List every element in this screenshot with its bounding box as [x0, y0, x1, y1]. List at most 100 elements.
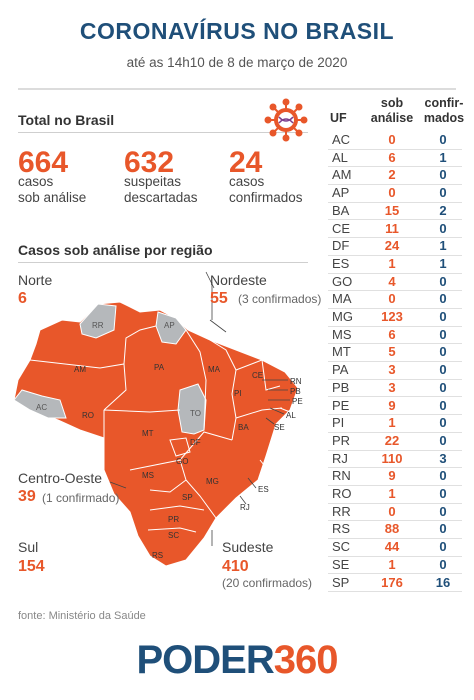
- state-code: RR: [332, 503, 351, 519]
- state-code: RO: [332, 486, 352, 501]
- table-row: ES 1 1: [328, 255, 462, 274]
- analysis-count: 6: [388, 149, 396, 165]
- region-sudeste-name: Sudeste: [222, 539, 274, 555]
- confirmed-count: 0: [439, 432, 447, 448]
- state-code: AM: [332, 167, 352, 183]
- map-label-ma: MA: [208, 365, 221, 374]
- stat-discarded-label1: suspeitas: [124, 174, 182, 189]
- state-code: MS: [332, 326, 352, 342]
- analysis-count: 1: [388, 556, 396, 572]
- analysis-count: 4: [388, 273, 396, 289]
- analysis-count: 9: [388, 468, 396, 484]
- confirmed-count: 0: [439, 326, 447, 342]
- analysis-count: 0: [388, 291, 396, 307]
- table-row: RN 9 0: [328, 467, 462, 486]
- confirmed-count: 0: [439, 379, 447, 395]
- state-code: PB: [332, 379, 350, 395]
- state-code: MA: [332, 291, 352, 307]
- confirmed-count: 0: [439, 362, 447, 378]
- table-row: MS 6 0: [328, 326, 462, 345]
- table-row: RO 1 0: [328, 485, 462, 504]
- confirmed-count: 3: [439, 450, 447, 466]
- region-centro-oeste-note: (1 confirmado): [42, 491, 120, 505]
- analysis-count: 22: [384, 432, 400, 448]
- confirmed-count: 0: [439, 556, 447, 572]
- table-row: RJ 110 3: [328, 450, 462, 469]
- state-code: BA: [332, 202, 350, 218]
- table-row: AL 6 1: [328, 149, 462, 168]
- confirmed-count: 1: [439, 238, 447, 254]
- table-row: MG 123 0: [328, 308, 462, 327]
- map-label-ms: MS: [142, 471, 154, 480]
- state-code: PR: [332, 432, 351, 448]
- stat-analysis-label1: casos: [18, 174, 54, 189]
- brazil-map: RR AP AM PA MA CE RN PB PE AL SE PI AC R…: [13, 271, 303, 567]
- analysis-count: 1: [388, 255, 396, 271]
- confirmed-count: 0: [439, 415, 447, 431]
- confirmed-count: 0: [439, 185, 447, 201]
- table-row: GO 4 0: [328, 273, 462, 292]
- stat-confirmed-label1: casos: [229, 174, 265, 189]
- state-code: MT: [332, 344, 351, 360]
- table-row: MA 0 0: [328, 290, 462, 309]
- top-divider: [18, 88, 456, 90]
- map-label-rs: RS: [152, 551, 163, 560]
- region-norte-name: Norte: [18, 272, 53, 288]
- confirmed-count: 0: [439, 273, 447, 289]
- stat-confirmed-label2: confirmados: [229, 190, 303, 205]
- table-row: SE 1 0: [328, 556, 462, 575]
- table-row: RR 0 0: [328, 503, 462, 522]
- confirmed-count: 2: [439, 202, 447, 218]
- region-nordeste-value: 55: [210, 290, 228, 307]
- table-row: AC 0 0: [328, 131, 462, 150]
- totals-title: Total no Brasil: [18, 112, 115, 128]
- map-label-pi: PI: [234, 389, 242, 398]
- map-label-pb: PB: [290, 387, 301, 396]
- analysis-count: 9: [388, 397, 396, 413]
- table-row: AM 2 0: [328, 166, 462, 186]
- map-label-am: AM: [74, 365, 86, 374]
- map-label-al: AL: [286, 411, 296, 420]
- map-label-pr: PR: [168, 515, 179, 524]
- map-label-ac: AC: [36, 403, 47, 412]
- analysis-count: 11: [385, 220, 399, 236]
- confirmed-count: 0: [439, 167, 447, 183]
- confirmed-count: 16: [435, 574, 451, 590]
- table-header-confirmed-1: confir-: [424, 96, 464, 110]
- region-sudeste-note: (20 confirmados): [222, 576, 313, 590]
- confirmed-count: 0: [439, 503, 447, 519]
- state-code: AP: [332, 185, 350, 201]
- page-title: CORONAVÍRUS NO BRASIL: [79, 18, 395, 44]
- map-label-ap: AP: [164, 321, 175, 330]
- state-code: RJ: [332, 450, 348, 466]
- confirmed-count: 0: [439, 309, 447, 324]
- table-header-analysis-1: sob: [380, 96, 404, 110]
- confirmed-count: 1: [439, 255, 447, 271]
- virus-icon: [264, 98, 308, 142]
- table-row: SP 176 16: [328, 574, 462, 593]
- table-header-confirmed-2: mados: [423, 111, 465, 125]
- map-label-ba: BA: [238, 423, 249, 432]
- map-label-rr: RR: [92, 321, 104, 330]
- map-state-ac: [13, 389, 67, 419]
- map-state-to: [177, 383, 207, 435]
- table-row: PI 1 0: [328, 414, 462, 433]
- map-label-mg: MG: [206, 477, 219, 486]
- confirmed-count: 1: [439, 149, 447, 165]
- stat-analysis-label2: sob análise: [18, 190, 87, 205]
- state-code: RS: [332, 521, 351, 537]
- stat-discarded-label2: descartadas: [124, 190, 198, 205]
- table-row: BA 15 2: [328, 202, 462, 221]
- state-code: SP: [332, 574, 350, 590]
- confirmed-count: 0: [439, 344, 447, 360]
- source-note: fonte: Ministério da Saúde: [18, 610, 146, 622]
- state-code: SE: [332, 556, 350, 572]
- state-code: GO: [332, 273, 353, 289]
- table-header-analysis-2: análise: [370, 111, 414, 125]
- analysis-count: 6: [388, 326, 396, 342]
- analysis-count: 5: [388, 344, 396, 360]
- state-code: ES: [332, 255, 350, 271]
- confirmed-count: 0: [439, 521, 447, 537]
- region-sudeste-value: 410: [222, 558, 249, 575]
- table-row: MT 5 0: [328, 343, 462, 363]
